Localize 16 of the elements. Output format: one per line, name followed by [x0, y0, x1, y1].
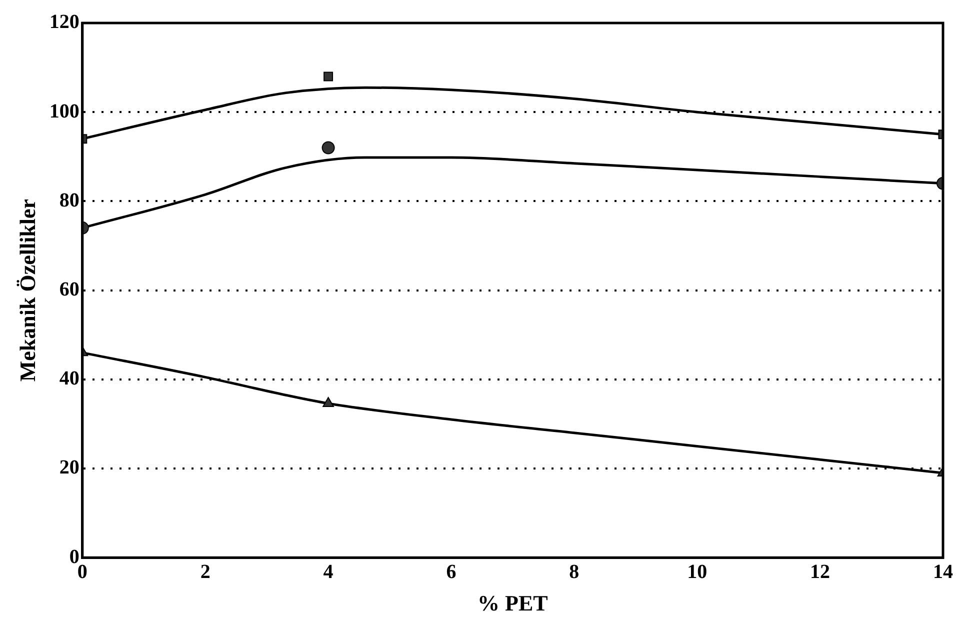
y-axis-title: Mekanik Özellikler — [14, 198, 40, 382]
x-tick-label: 6 — [446, 560, 456, 583]
y-tick-label: 20 — [59, 456, 80, 479]
y-tick-label: 100 — [49, 100, 80, 122]
y-tick-label: 80 — [59, 189, 80, 212]
x-tick-label: 10 — [687, 560, 708, 583]
x-axis-title: % PET — [478, 590, 548, 616]
y-tick-label: 40 — [59, 368, 80, 390]
x-tick-label: 4 — [323, 560, 334, 583]
y-tick-label: 0 — [69, 546, 80, 568]
y-tick-label: 60 — [59, 278, 80, 300]
x-tick-label: 12 — [810, 560, 830, 583]
y-tick-label: 120 — [49, 11, 80, 34]
x-tick-label: 8 — [569, 560, 580, 583]
x-tick-label: 2 — [200, 560, 210, 583]
x-tick-label: 14 — [933, 560, 953, 583]
